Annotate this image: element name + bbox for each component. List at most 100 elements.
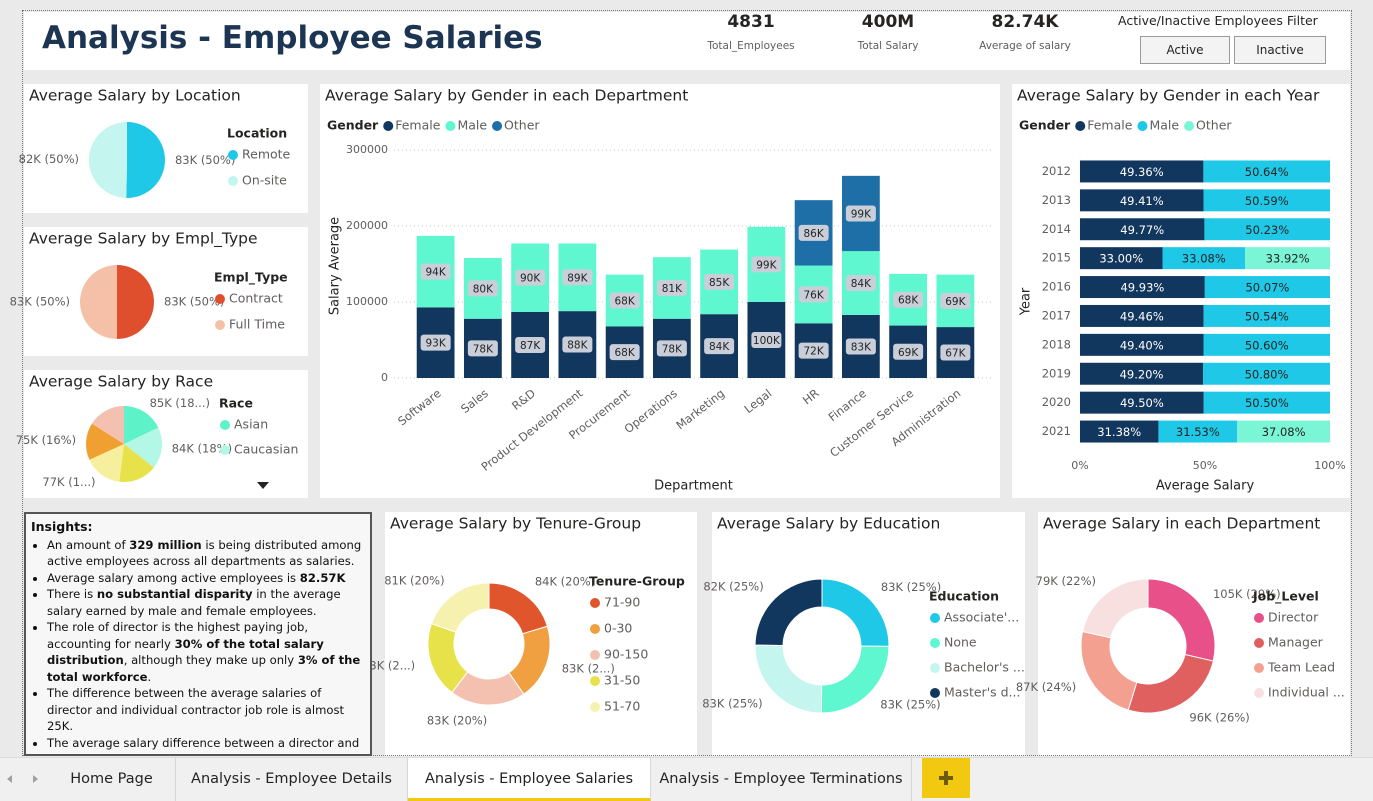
legend-label: Director — [1268, 610, 1319, 625]
data-label: 77K (1...) — [42, 475, 95, 489]
data-label: 76K — [804, 289, 825, 301]
bar-segment — [1203, 333, 1330, 356]
pie-slice — [124, 406, 159, 444]
bar-segment — [1080, 333, 1204, 356]
kpi-value: 400M — [861, 12, 915, 32]
legend-label: Female — [395, 118, 441, 133]
page-tab[interactable]: Analysis - Employee Details — [176, 758, 408, 801]
prev-arrow[interactable] — [7, 775, 12, 783]
data-label-bg — [515, 269, 546, 286]
insight-text-bold: 3% of the total workforce — [47, 653, 361, 684]
kpi-value: 82.74K — [991, 12, 1059, 32]
pie-slice — [89, 444, 124, 482]
bar-segment — [1080, 362, 1203, 385]
legend-marker — [228, 176, 238, 186]
y-tick-label: 2017 — [1042, 308, 1071, 322]
data-label-bg — [467, 340, 498, 357]
data-label: 83K (2...) — [362, 658, 415, 672]
legend-marker — [215, 294, 225, 304]
insight-bullet: The average salary difference between a … — [47, 735, 364, 755]
insight-text: . — [147, 669, 152, 684]
insight-text: The difference between the average salar… — [47, 686, 345, 733]
data-label: 50.07% — [1245, 281, 1289, 295]
data-label: 80K — [473, 283, 494, 295]
chart-title: Average Salary in each Department — [1043, 515, 1320, 533]
legend-label: 90-150 — [604, 647, 648, 662]
legend-marker — [1137, 121, 1148, 131]
data-label: 87K — [520, 340, 541, 352]
data-label: 84K — [709, 341, 730, 353]
tab-bar: Home Page Analysis - Employee Details Anal… — [0, 757, 1373, 801]
data-label-bg — [467, 280, 498, 297]
y-tick-label: 2014 — [1042, 222, 1071, 236]
page-tab[interactable]: Home Page — [48, 758, 176, 801]
add-page-button[interactable] — [922, 758, 970, 798]
bar-segment — [1203, 304, 1330, 327]
chart-title: Average Salary by Empl_Type — [29, 230, 258, 249]
insight-text-bold: 82.57K — [299, 570, 346, 585]
legend-label: Contract — [229, 291, 283, 306]
legend-label: Associate'... — [944, 610, 1019, 625]
data-label: 86K — [804, 228, 825, 240]
legend-title: Tenure-Group — [589, 574, 685, 589]
insight-text: The average salary difference between a … — [47, 735, 360, 755]
y-tick-label: 100000 — [346, 295, 388, 308]
filter-button[interactable]: Inactive — [1234, 36, 1326, 64]
y-tick-label: 2016 — [1042, 280, 1071, 294]
data-label-bg — [704, 338, 735, 355]
insight-text: in the average salary earned by male and… — [47, 587, 341, 618]
data-label: 69K — [945, 296, 966, 308]
legend-label: 31-50 — [604, 673, 640, 688]
data-label-bg — [798, 224, 829, 241]
page-tab[interactable]: Analysis - Employee Salaries — [408, 758, 651, 801]
insight-bullet: An amount of 329 million is being distri… — [47, 537, 364, 570]
legend-title: Location — [227, 126, 287, 141]
bar-segment — [1080, 160, 1204, 183]
data-label: 50.60% — [1245, 338, 1289, 352]
data-label: 82K (25%) — [703, 579, 763, 593]
data-label: 68K — [898, 295, 919, 307]
insight-text: and between the Asian and African Americ… — [47, 752, 338, 754]
next-arrow[interactable] — [33, 775, 38, 783]
legend-label: Full Time — [229, 317, 285, 332]
y-tick-label: 300000 — [346, 143, 388, 156]
legend-label: Female — [1087, 118, 1133, 133]
data-label: 31.38% — [1097, 425, 1141, 439]
data-label: 50.23% — [1245, 223, 1289, 237]
filter-button[interactable]: Active — [1140, 36, 1230, 64]
legend-marker — [930, 613, 940, 623]
page-title: Analysis - Employee Salaries — [42, 20, 543, 56]
legend-label: Caucasian — [234, 442, 298, 457]
data-label: 83K — [851, 341, 872, 353]
bar-segment — [1203, 189, 1330, 212]
insights-box: Insights: An amount of 329 million is be… — [24, 512, 372, 756]
data-label-bg — [845, 338, 876, 355]
data-label: 75K (16%) — [16, 433, 76, 447]
tab-nav[interactable] — [0, 758, 44, 801]
data-label: 50.54% — [1245, 309, 1289, 323]
pie-slice — [80, 265, 117, 339]
legend-scroll-arrow[interactable] — [257, 482, 269, 489]
legend-label: Male — [1149, 118, 1179, 133]
data-label: 99K — [756, 259, 777, 271]
data-label: 69K — [898, 347, 919, 359]
y-axis-title: Salary Average — [328, 217, 343, 315]
data-label: 100K — [753, 335, 781, 347]
donut-slice — [430, 582, 490, 633]
kpi-value: 4831 — [727, 12, 775, 32]
chart-title: Average Salary by Education — [717, 515, 940, 533]
legend-label: On-site — [242, 173, 287, 188]
legend-label: 0-30 — [604, 621, 632, 636]
insight-text-bold: no substantial disparity — [96, 587, 253, 601]
data-label: 50.64% — [1245, 165, 1289, 179]
data-label: 78K — [473, 343, 494, 355]
insight-text-bold: 30% of the total salary distribution — [47, 636, 324, 668]
data-label-bg — [562, 336, 593, 353]
legend-label: Other — [1196, 118, 1232, 133]
data-label: 81K — [662, 283, 683, 295]
panel — [24, 84, 308, 213]
data-label: 81K (20%) — [384, 574, 444, 588]
page-tab[interactable]: Analysis - Employee Terminations — [651, 758, 912, 801]
pie-slice — [126, 122, 165, 198]
legend-marker — [1254, 688, 1264, 698]
